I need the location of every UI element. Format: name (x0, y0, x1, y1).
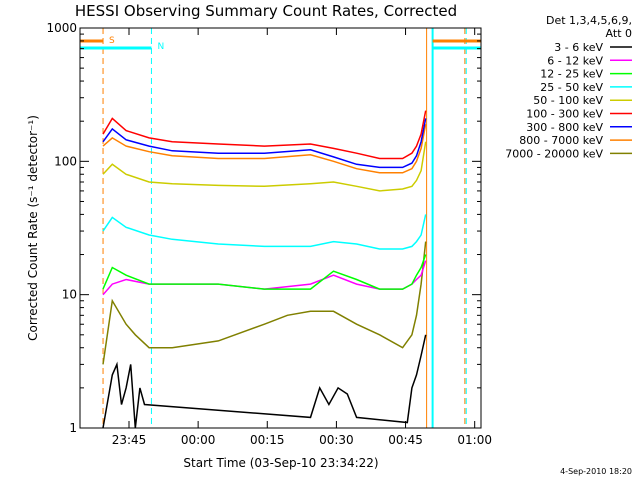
legend-label: 6 - 12 keV (547, 54, 603, 67)
x-tick-label: 00:00 (181, 433, 216, 447)
series-line-7000-20000-keV (102, 241, 427, 365)
legend-label: 50 - 100 keV (533, 94, 603, 107)
footer-timestamp: 4-Sep-2010 18:20 (560, 467, 632, 476)
series-line-100-300-keV (102, 110, 427, 160)
y-tick-label: 1 (69, 421, 77, 435)
series-line-50-100-keV (102, 141, 427, 192)
legend-label: 12 - 25 keV (540, 68, 603, 81)
chart-title: HESSI Observing Summary Count Rates, Cor… (75, 2, 457, 20)
legend-header-line-1: Det 1,3,4,5,6,9, (546, 14, 632, 27)
series-line-25-50-keV (102, 214, 427, 250)
x-tick-label: 01:00 (457, 433, 492, 447)
annotation-s: S (109, 36, 115, 46)
plot-frame (79, 27, 482, 429)
legend-label: 25 - 50 keV (540, 81, 603, 94)
series-line-12-25-keV (102, 254, 427, 290)
legend-label: 3 - 6 keV (554, 41, 603, 54)
legend-label: 300 - 800 keV (526, 121, 603, 134)
y-tick-label: 10 (62, 288, 77, 302)
annotation-n: N (157, 42, 164, 52)
legend-label: 7000 - 20000 keV (505, 147, 603, 160)
x-axis-label: Start Time (03-Sep-10 23:34:22) (183, 456, 378, 470)
y-tick-label: 1000 (46, 21, 77, 35)
x-tick-label: 23:45 (112, 433, 147, 447)
legend-header-line-2: Att 0 (606, 27, 632, 40)
series-line-300-800-keV (102, 118, 427, 169)
x-tick-label: 00:30 (319, 433, 354, 447)
legend-label: 800 - 7000 keV (519, 134, 603, 147)
y-axis-label: Corrected Count Rate (s⁻¹ detector⁻¹) (26, 115, 40, 341)
x-tick-label: 00:15 (250, 433, 285, 447)
legend-label: 100 - 300 keV (526, 108, 603, 121)
series-line-800-7000-keV (102, 124, 427, 174)
series-line-3-6-keV (102, 334, 427, 429)
y-axis: 1 10 100 1000 (46, 21, 481, 435)
x-axis: 23:45 00:00 00:15 00:30 00:45 01:00 (112, 28, 492, 447)
x-tick-label: 00:45 (388, 433, 423, 447)
plot-area: SN (80, 28, 481, 429)
y-tick-label: 100 (54, 154, 77, 168)
